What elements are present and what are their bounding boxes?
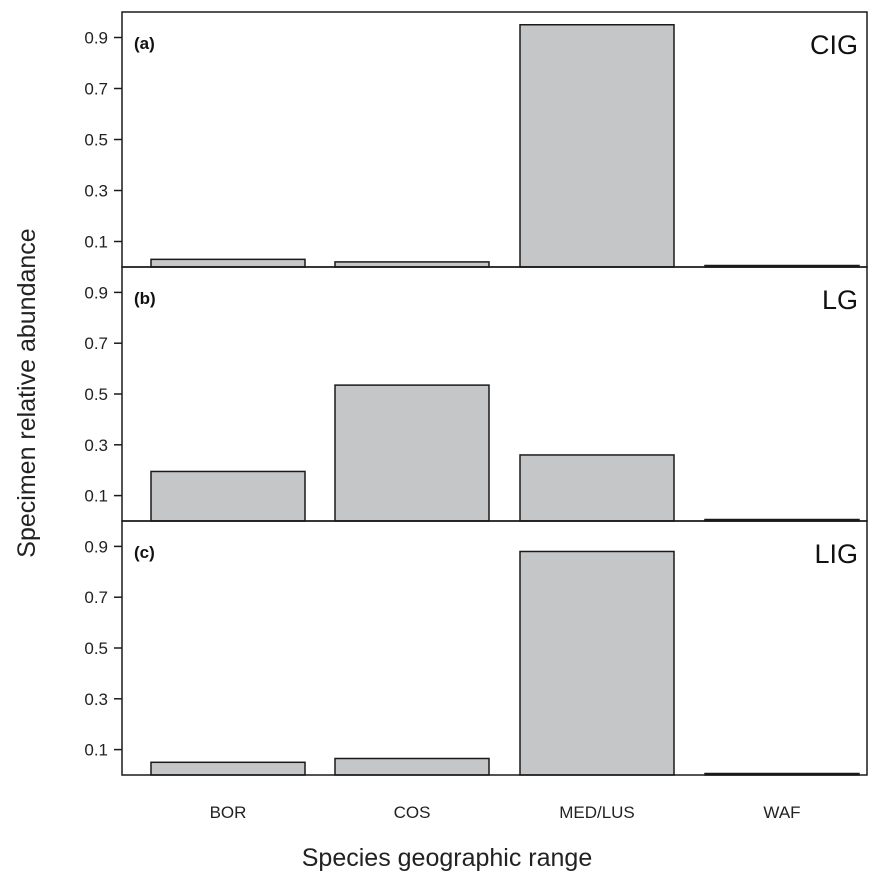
panel-frame <box>121 520 868 776</box>
y-tick-label: 0.9 <box>84 29 108 48</box>
panel-name: LG <box>822 285 858 315</box>
y-tick-label: 0.1 <box>84 741 108 760</box>
y-axis-title: Specimen relative abundance <box>13 228 41 557</box>
y-tick-label: 0.9 <box>84 283 108 302</box>
panel-letter: (a) <box>134 34 155 53</box>
y-tick-label: 0.5 <box>84 131 108 150</box>
x-tick-label: MED/LUS <box>559 803 635 822</box>
panel-letter: (c) <box>134 543 155 562</box>
panels-group: 0.1 0.3 0.5 0.7 0.9 (a) CIG 0.1 0.3 0.5 0.7 0.9 (b) L… <box>84 11 868 776</box>
bar-lig-med-lus <box>519 550 675 776</box>
bar-lig-cos <box>334 757 490 776</box>
bar-lg-bor <box>150 470 306 522</box>
y-tick-label: 0.7 <box>84 334 108 353</box>
y-tick-label: 0.7 <box>84 80 108 99</box>
x-tick-label: BOR <box>210 803 247 822</box>
y-tick-label: 0.1 <box>84 487 108 506</box>
y-tick-label: 0.7 <box>84 588 108 607</box>
y-tick-label: 0.3 <box>84 690 108 709</box>
bar-cig-med-lus <box>519 24 675 268</box>
bar-lig-bor <box>150 761 306 776</box>
x-tick-labels: BOR COS MED/LUS WAF <box>210 803 801 822</box>
x-tick-label: COS <box>394 803 431 822</box>
panel-frame <box>121 11 868 268</box>
y-tick-label: 0.5 <box>84 639 108 658</box>
y-tick-label: 0.3 <box>84 436 108 455</box>
bar-cig-cos <box>334 261 490 268</box>
panel-lg: 0.1 0.3 0.5 0.7 0.9 (b) LG <box>84 266 868 522</box>
y-tick-label: 0.1 <box>84 233 108 252</box>
x-axis-title: Species geographic range <box>302 844 592 872</box>
panel-letter: (b) <box>134 289 156 308</box>
y-tick-label: 0.3 <box>84 182 108 201</box>
panel-lig: 0.1 0.3 0.5 0.7 0.9 (c) LIG <box>84 520 868 776</box>
bar-cig-bor <box>150 258 306 268</box>
bar-lg-med-lus <box>519 454 675 522</box>
panel-name: LIG <box>814 539 858 569</box>
x-tick-label: WAF <box>763 803 800 822</box>
panel-cig: 0.1 0.3 0.5 0.7 0.9 (a) CIG <box>84 11 868 268</box>
y-tick-label: 0.5 <box>84 385 108 404</box>
panel-name: CIG <box>810 30 858 60</box>
y-tick-label: 0.9 <box>84 537 108 556</box>
bar-lg-cos <box>334 384 490 522</box>
